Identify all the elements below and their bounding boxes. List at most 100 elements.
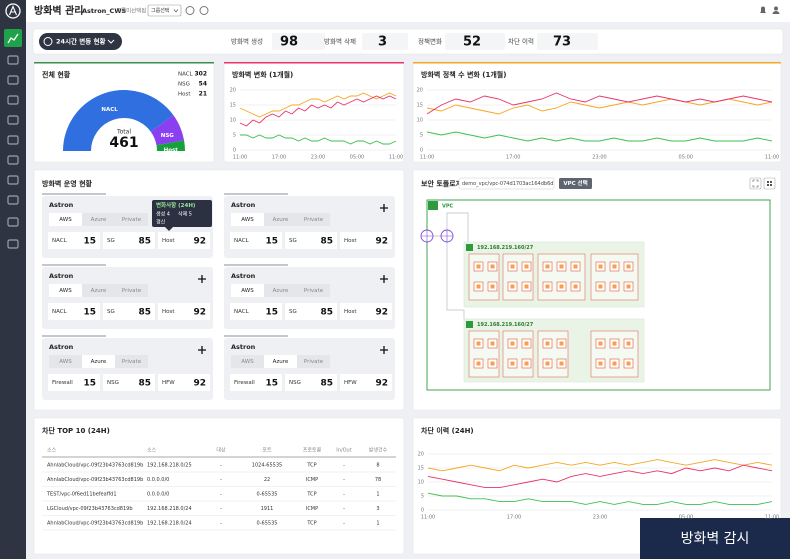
table-cell: -: [220, 477, 222, 483]
instance-core: [612, 361, 617, 366]
tab[interactable]: [264, 213, 297, 226]
tab[interactable]: [231, 355, 264, 368]
line-series: [426, 131, 773, 142]
period-button[interactable]: [39, 33, 122, 50]
icon: [770, 181, 772, 183]
tab[interactable]: [297, 284, 330, 297]
tab[interactable]: [231, 213, 264, 226]
tab[interactable]: [231, 284, 264, 297]
item-label: Host: [344, 309, 357, 315]
item-box: [158, 303, 210, 320]
add-button[interactable]: [380, 275, 388, 283]
tab[interactable]: [115, 284, 148, 297]
grid-view-button[interactable]: [763, 177, 776, 190]
vpc-box: [426, 199, 771, 391]
add-button[interactable]: [380, 204, 388, 212]
pie-segment: [150, 115, 185, 146]
settings-icon[interactable]: [185, 6, 195, 15]
pie-segment: [156, 140, 185, 151]
item-box: [285, 374, 337, 391]
logo[interactable]: [5, 3, 21, 19]
tab-label: Private: [304, 359, 324, 365]
icon: [767, 181, 769, 183]
group-select[interactable]: [147, 4, 182, 17]
nav-icon[interactable]: [7, 55, 19, 65]
stat-box: [445, 33, 505, 50]
item-value: 15: [83, 237, 96, 247]
tab[interactable]: [115, 213, 148, 226]
instance-core: [524, 361, 529, 366]
tab[interactable]: [297, 355, 330, 368]
table-cell: -: [343, 521, 345, 527]
item-value: 15: [83, 379, 96, 389]
line-series: [240, 134, 397, 145]
pie-segment: [63, 89, 174, 151]
add-button[interactable]: [198, 275, 206, 283]
instance-core: [573, 264, 578, 269]
table-cell: AhnlabCloud/vpc-09f23b43763cd819b: [47, 521, 143, 527]
nav-icon[interactable]: [7, 217, 19, 227]
tab[interactable]: [49, 284, 82, 297]
nav-icon[interactable]: [7, 135, 19, 145]
item-label: NACL: [52, 238, 68, 244]
nav-icon[interactable]: [7, 175, 19, 185]
item-box: [48, 232, 100, 249]
tab[interactable]: [82, 355, 115, 368]
y-tick-label: 20: [418, 452, 424, 458]
tab[interactable]: [115, 355, 148, 368]
item-value: 85: [320, 379, 333, 389]
topology-links: [433, 212, 469, 319]
tab[interactable]: [297, 213, 330, 226]
item-label: NACL: [234, 309, 250, 315]
table-cell: 0.0.0.0/0: [147, 492, 169, 498]
nav-icon[interactable]: [7, 239, 19, 249]
table-cell: 1911: [261, 506, 274, 512]
column-header: 소스: [47, 448, 57, 454]
user-icon[interactable]: [774, 6, 778, 11]
tab[interactable]: [49, 213, 82, 226]
nav-icon[interactable]: [7, 155, 19, 165]
nav-icon[interactable]: [7, 75, 19, 85]
table-cell: TEST/vpc-0f6ed11befeaffd1: [46, 492, 117, 498]
x-tick-label: 11:00: [765, 515, 779, 521]
add-button[interactable]: [198, 346, 206, 354]
panel-title: 보안 토폴로지: [421, 179, 462, 188]
item-label: Host: [162, 309, 175, 315]
nav-icons: [7, 55, 19, 249]
user-icon-body: [772, 11, 780, 14]
add-button[interactable]: [380, 346, 388, 354]
tab[interactable]: [264, 355, 297, 368]
refresh-icon[interactable]: [199, 6, 209, 15]
instance-core: [524, 264, 529, 269]
tab[interactable]: [82, 213, 115, 226]
x-tick-label: 05:00: [350, 155, 364, 161]
item-label: NSG: [107, 380, 119, 386]
column-header: 대상: [216, 447, 226, 454]
vpc-select-button[interactable]: [559, 178, 592, 189]
item-box: [340, 232, 392, 249]
nav-icon[interactable]: [7, 95, 19, 105]
legend-label: NSG: [178, 82, 190, 88]
period-icon: [43, 37, 53, 46]
line-series: [426, 92, 773, 115]
tab-label: AWS: [241, 288, 254, 294]
tab[interactable]: [49, 355, 82, 368]
panel-title: 방화벽 운영 현황: [42, 179, 93, 188]
nav-icon[interactable]: [7, 195, 19, 205]
tab-label: Azure: [91, 359, 107, 365]
tab[interactable]: [264, 284, 297, 297]
nav-active[interactable]: [4, 29, 22, 47]
y-tick-label: 20: [417, 88, 423, 94]
chart-title: 차단 이력 (24H): [421, 426, 474, 435]
tab[interactable]: [82, 284, 115, 297]
bell-icon[interactable]: [760, 6, 766, 14]
subnet-icon: [466, 321, 473, 328]
item-box: [340, 374, 392, 391]
nav-icon[interactable]: [7, 115, 19, 125]
tooltip-line: 생성 4: [156, 211, 170, 218]
tab-label: Private: [122, 359, 142, 365]
icon: [770, 184, 772, 186]
instances: [468, 253, 639, 378]
fullscreen-button[interactable]: [749, 177, 762, 190]
y-tick-label: 15: [417, 103, 423, 109]
